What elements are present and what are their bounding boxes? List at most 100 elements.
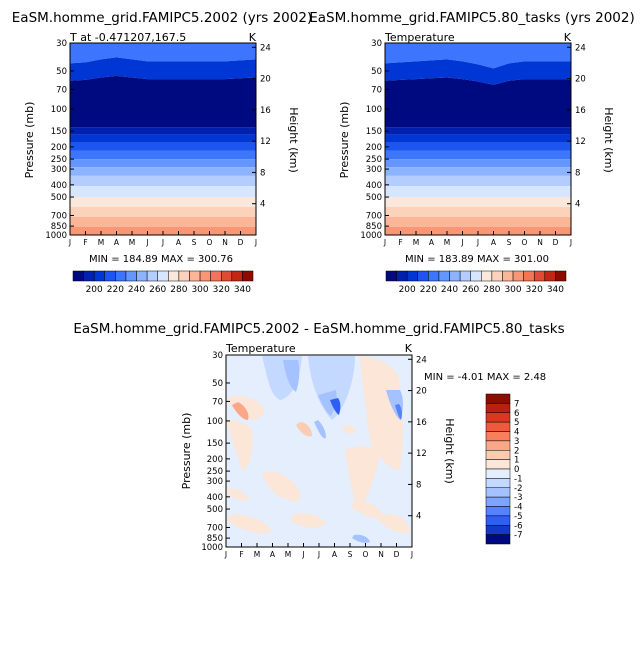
y-right-axis-label: Height (km) xyxy=(443,418,456,484)
colorbar-cell xyxy=(178,270,190,282)
colorbar-label: 200 xyxy=(86,285,103,295)
y-right-tick-label: 24 xyxy=(260,43,271,53)
colorbar-label: 2 xyxy=(514,446,519,456)
y-tick-label: 500 xyxy=(51,193,67,203)
contour-band xyxy=(70,150,256,160)
colorbar-cell xyxy=(485,459,511,470)
contour-band xyxy=(385,217,571,227)
panel-subtitle-left: T at -0.471207,167.5 xyxy=(69,31,186,44)
y-right-tick-label: 8 xyxy=(260,168,265,178)
contour-band xyxy=(70,175,256,187)
y-right-tick-label: 20 xyxy=(260,75,271,85)
panel-subtitle-right: K xyxy=(564,31,572,44)
y-tick-label: 300 xyxy=(207,477,223,487)
colorbar-cell xyxy=(220,270,233,282)
colorbar-cell xyxy=(485,478,511,488)
y-tick-label: 100 xyxy=(207,417,223,427)
contour-band xyxy=(70,167,256,176)
x-tick-label: M xyxy=(98,238,104,247)
contour-band xyxy=(226,420,253,470)
x-tick-label: D xyxy=(238,238,244,247)
x-tick-label: J xyxy=(161,238,164,247)
contour-plot-area xyxy=(226,355,412,547)
colorbar-label: 280 xyxy=(170,285,187,295)
colorbar-cell xyxy=(485,515,511,526)
y-right-tick-label: 8 xyxy=(416,480,421,490)
colorbar-label: 300 xyxy=(191,285,208,295)
y-tick-label: 200 xyxy=(51,143,67,153)
colorbar-cell xyxy=(533,270,546,282)
y-tick-label: 150 xyxy=(207,439,223,449)
y-tick-label: 500 xyxy=(366,193,382,203)
x-tick-label: O xyxy=(363,550,369,559)
x-tick-label: J xyxy=(410,550,413,559)
y-right-tick-label: 16 xyxy=(416,418,427,428)
y-tick-label: 250 xyxy=(51,155,67,165)
x-tick-label: S xyxy=(348,550,353,559)
x-tick-label: A xyxy=(176,238,182,247)
y-right-tick-label: 20 xyxy=(416,387,427,397)
contour-band xyxy=(378,514,410,533)
contour-band xyxy=(70,57,256,81)
min-max-readout: MIN = 183.89 MAX = 301.00 xyxy=(405,254,549,265)
colorbar-cell xyxy=(210,270,222,282)
x-tick-label: J xyxy=(254,238,257,247)
colorbar-label: -4 xyxy=(514,503,522,513)
colorbar-cell xyxy=(125,270,137,282)
contour-band xyxy=(385,59,571,85)
contour-band xyxy=(385,127,571,135)
colorbar-cell xyxy=(502,270,514,282)
y-right-tick-label: 16 xyxy=(260,106,271,116)
y-tick-label: 1000 xyxy=(360,231,382,241)
contour-band xyxy=(352,534,370,543)
colorbar-label: 3 xyxy=(514,437,519,447)
colorbar-cell xyxy=(485,487,511,498)
colorbar-cell xyxy=(428,270,440,282)
contour-band xyxy=(385,207,571,218)
y-tick-label: 50 xyxy=(56,67,67,77)
colorbar-label: 200 xyxy=(399,285,416,295)
contour-band xyxy=(70,134,256,143)
colorbar-cell xyxy=(136,270,148,282)
colorbar: 200 220 240 260 280 300 320 340 xyxy=(72,270,254,295)
y-tick-label: 400 xyxy=(207,493,223,503)
contour-plot-area xyxy=(385,43,571,235)
contour-band xyxy=(385,77,571,128)
colorbar-cell xyxy=(104,270,116,282)
x-tick-label: J xyxy=(569,238,572,247)
colorbar-cell xyxy=(417,270,429,282)
contour-band xyxy=(70,207,256,218)
colorbar-label: 7 xyxy=(514,399,519,409)
x-tick-label: S xyxy=(192,238,197,247)
y-tick-label: 700 xyxy=(366,211,382,221)
contour-band xyxy=(232,402,249,420)
contour-band xyxy=(385,142,571,151)
contour-plot-area xyxy=(70,43,256,235)
x-tick-label: F xyxy=(239,550,243,559)
x-tick-label: J xyxy=(317,550,320,559)
colorbar-cell xyxy=(485,450,511,460)
x-tick-label: N xyxy=(537,238,543,247)
colorbar-label: 240 xyxy=(441,285,458,295)
x-tick-label: J xyxy=(476,238,479,247)
contour-band xyxy=(70,159,256,168)
colorbar-cell xyxy=(491,270,503,282)
contour-band xyxy=(350,500,384,519)
x-tick-label: N xyxy=(378,550,384,559)
colorbar-label: -1 xyxy=(514,474,522,484)
panel-subtitle-left: Temperature xyxy=(225,342,296,355)
x-tick-label: J xyxy=(383,238,386,247)
panel-subtitle-right: K xyxy=(405,342,413,355)
colorbar-cell xyxy=(199,270,211,282)
colorbar-label: 5 xyxy=(514,418,519,428)
y-tick-label: 70 xyxy=(56,85,67,95)
contour-band xyxy=(226,488,250,501)
panel-title: EaSM.homme_grid.FAMIPC5.2002 - EaSM.homm… xyxy=(73,321,564,337)
contour-band xyxy=(385,159,571,168)
y-tick-label: 1000 xyxy=(45,231,67,241)
y-axis-label: Pressure (mb) xyxy=(23,102,36,179)
colorbar: 200 220 240 260 280 300 320 340 xyxy=(385,270,567,295)
